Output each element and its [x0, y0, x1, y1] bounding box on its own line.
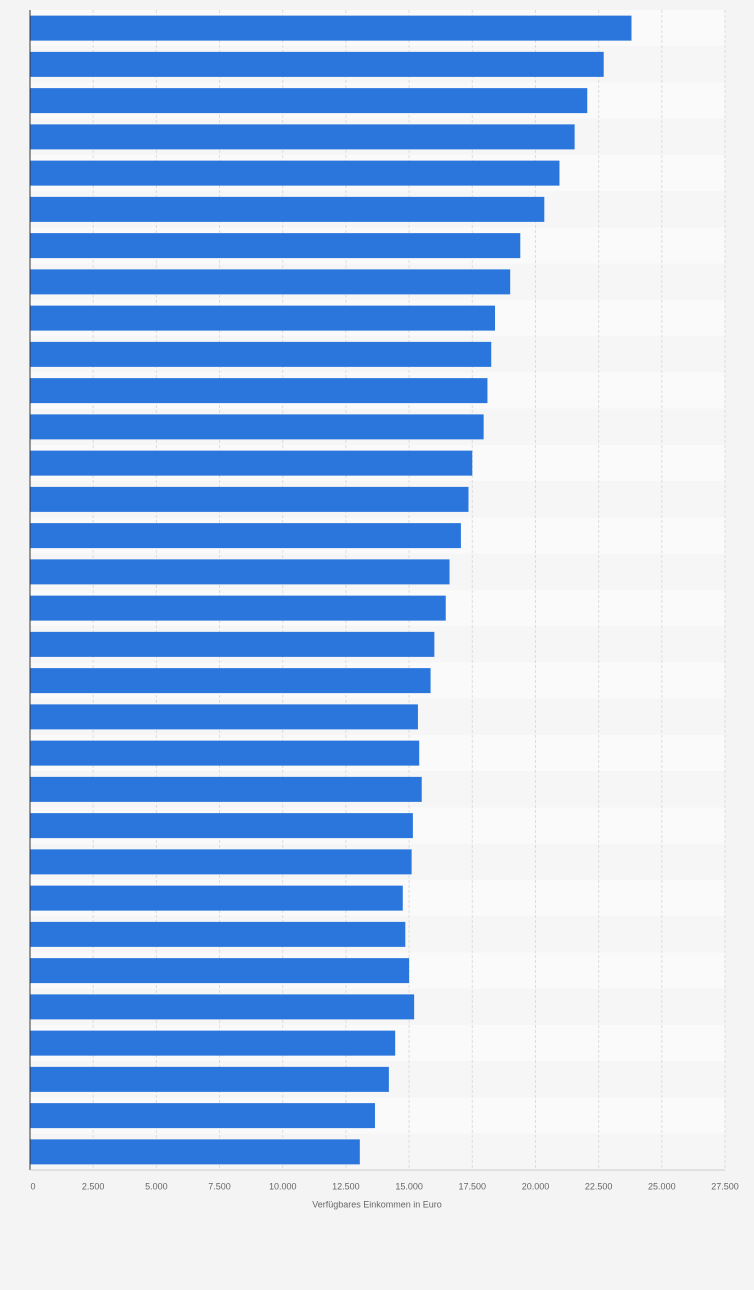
bar [30, 233, 521, 259]
bar [30, 1139, 360, 1165]
bar [30, 631, 435, 657]
bar [30, 776, 422, 802]
bar [30, 15, 632, 41]
bar [30, 1030, 396, 1056]
bar [30, 958, 410, 984]
x-tick-label: 10.000 [269, 1181, 297, 1191]
bar [30, 450, 473, 476]
bar [30, 378, 488, 404]
bar [30, 921, 406, 947]
bar [30, 196, 545, 222]
bar [30, 414, 484, 440]
bar [30, 523, 461, 549]
bar [30, 849, 412, 875]
bar [30, 305, 496, 331]
bar [30, 341, 492, 367]
bar [30, 813, 413, 839]
bar [30, 668, 431, 694]
x-tick-label: 20.000 [522, 1181, 550, 1191]
x-tick-label: 2.500 [82, 1181, 105, 1191]
bar [30, 88, 588, 114]
x-tick-label: 25.000 [648, 1181, 676, 1191]
bar [30, 559, 450, 585]
bar [30, 1066, 389, 1092]
x-tick-label: 7.500 [208, 1181, 231, 1191]
x-tick-label: 15.000 [395, 1181, 423, 1191]
bar [30, 1103, 375, 1129]
x-tick-label: 27.500 [711, 1181, 739, 1191]
bar [30, 160, 560, 186]
x-axis-label: Verfügbares Einkommen in Euro [312, 1199, 442, 1209]
x-tick-label: 12.500 [332, 1181, 360, 1191]
bar [30, 51, 604, 77]
bar [30, 269, 511, 295]
bar [30, 124, 575, 150]
x-tick-label: 17.500 [459, 1181, 487, 1191]
bar [30, 595, 446, 621]
bar [30, 486, 469, 512]
x-tick-label: 5.000 [145, 1181, 168, 1191]
bar [30, 994, 415, 1020]
x-tick-label: 0 [30, 1181, 35, 1191]
x-tick-label: 22.500 [585, 1181, 613, 1191]
bar [30, 885, 403, 911]
bar [30, 740, 420, 766]
bar [30, 704, 418, 730]
